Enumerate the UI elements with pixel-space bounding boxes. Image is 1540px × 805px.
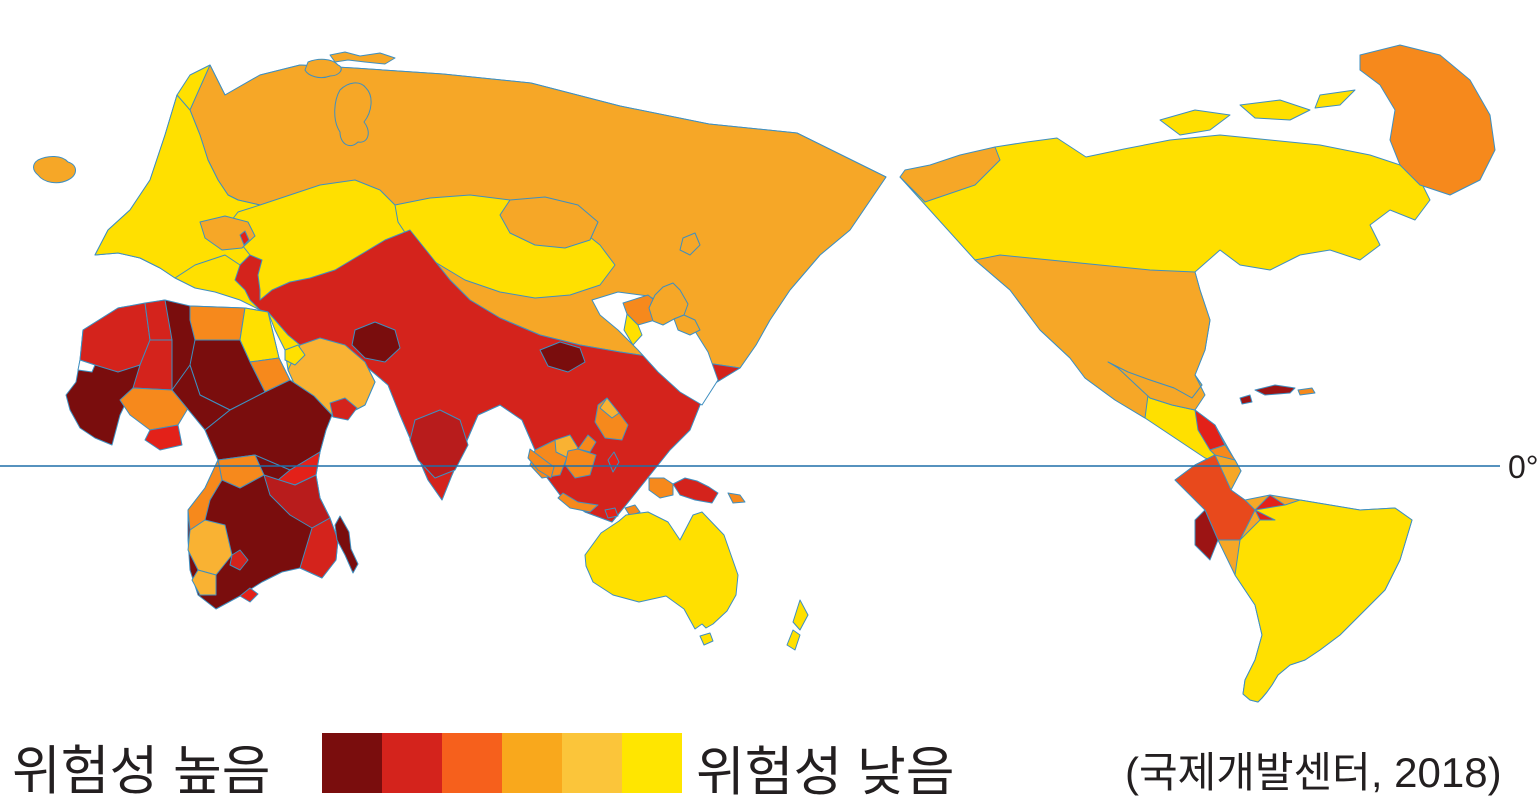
svg-text:0°: 0°: [1508, 449, 1539, 485]
svg-text:(국제개발센터, 2018): (국제개발센터, 2018): [1125, 749, 1502, 796]
svg-text:위험성 높음: 위험성 높음: [12, 742, 271, 801]
svg-text:위험성 낮음: 위험성 낮음: [696, 743, 955, 802]
